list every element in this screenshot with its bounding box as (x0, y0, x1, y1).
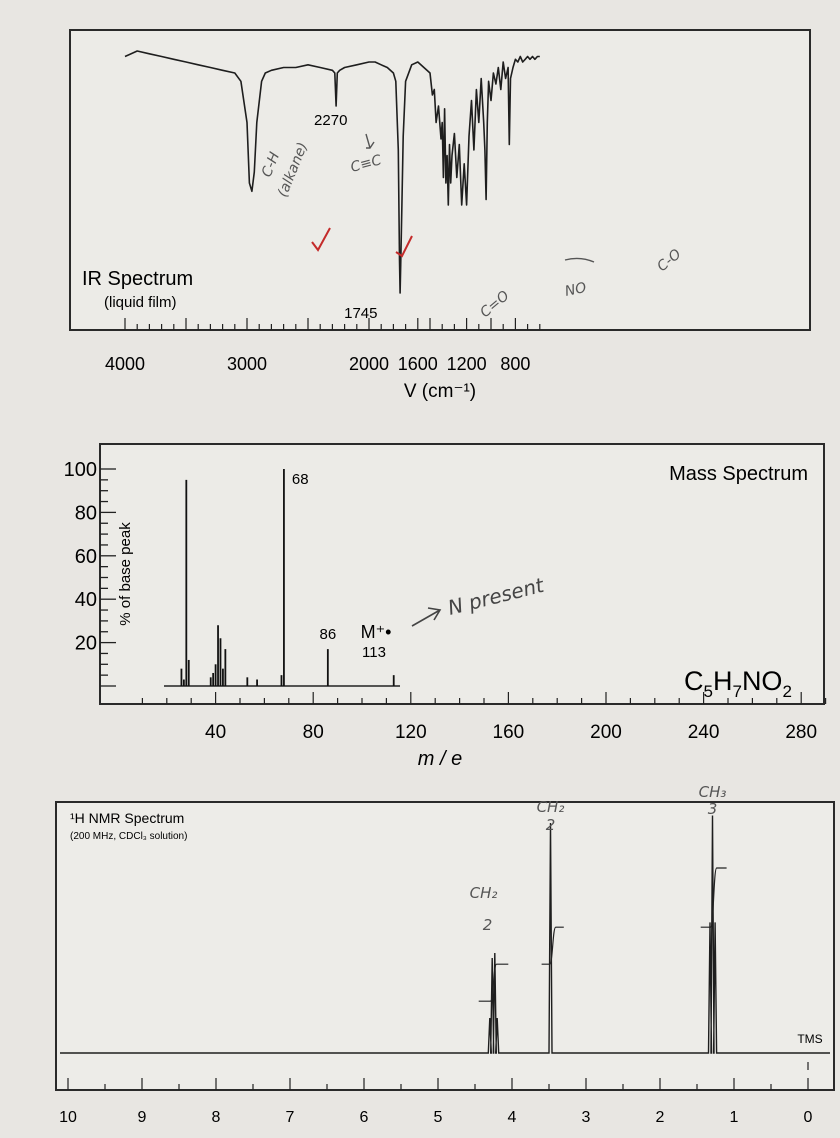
nmr-integration-step-3 (700, 867, 727, 928)
ms-x-tick-label-160: 160 (493, 722, 525, 743)
nmr-label-group-2: CH₂ (537, 798, 565, 816)
ms-arrow (411, 607, 442, 627)
nmr-x-tick-label-4: 4 (508, 1109, 517, 1126)
ir-subtitle: (liquid film) (104, 294, 177, 311)
ms-y-axis: 20 40 60 80 100 (64, 459, 116, 687)
ms-x-tick-label-280: 280 (785, 722, 817, 743)
nmr-x-tick-label-8: 8 (212, 1109, 221, 1126)
ir-x-tick-label-1200: 1200 (447, 354, 487, 374)
nmr-x-tick-label-1: 1 (730, 1109, 739, 1126)
ms-x-tick-label-120: 120 (395, 722, 427, 743)
ir-spectrum-panel: IR Spectrum (liquid film) 2270 1745 4000… (69, 29, 811, 402)
nmr-label-count-2: 2 (546, 816, 556, 834)
ms-x-axis: 40 80 120 160 200 240 280 (141, 692, 827, 743)
ir-spectrum-line (124, 50, 540, 294)
ir-note-triple-bond: C≡C (349, 152, 384, 176)
nmr-label-group-3: CH₃ (699, 783, 727, 801)
nmr-spectrum-panel: ¹H NMR Spectrum (200 MHz, CDCl₃ solution… (55, 783, 835, 1126)
ir-x-tick-label-4000: 4000 (105, 354, 145, 374)
nmr-label-group-1: CH₂ (470, 884, 498, 902)
ir-x-tick-label-800: 800 (500, 354, 530, 374)
nmr-integration-step-1 (478, 963, 509, 1002)
ms-formula: C5H7NO2 (684, 666, 792, 701)
ms-data-label-68: 68 (292, 471, 309, 488)
nmr-integration-steps (478, 867, 727, 1002)
nmr-subtitle: (200 MHz, CDCl₃ solution) (70, 831, 187, 842)
ir-plot-frame (69, 29, 811, 331)
nmr-spectrum-line (60, 815, 830, 1054)
ms-molecular-ion-mz: 113 (362, 644, 386, 661)
nmr-title: ¹H NMR Spectrum (70, 810, 184, 826)
ir-arrow-2270 (365, 133, 375, 149)
ms-y-tick-label-60: 60 (75, 546, 97, 568)
ir-brace-no (564, 257, 595, 263)
nmr-x-tick-label-5: 5 (434, 1109, 443, 1126)
ir-x-axis-label: V (cm⁻¹) (404, 381, 476, 402)
ms-peak-group (180, 469, 395, 686)
ir-x-tick-labels: 4000 3000 2000 1600 1200 800 (105, 354, 530, 374)
ms-x-axis-label: m / e (418, 748, 462, 770)
nmr-x-tick-label-3: 3 (582, 1109, 591, 1126)
ir-note-nitro: NO (564, 280, 588, 300)
ms-x-tick-label-40: 40 (205, 722, 226, 743)
mass-spectrum-panel: 20 40 60 80 100 40 80 120 160 200 240 280 Mass Spe… (64, 443, 827, 770)
ir-annotation-1745: 1745 (344, 305, 377, 322)
ms-y-tick-label-100: 100 (64, 459, 97, 481)
ms-y-tick-label-20: 20 (75, 633, 97, 655)
nmr-x-tick-label-7: 7 (286, 1109, 295, 1126)
nmr-x-tick-label-0: 0 (804, 1109, 813, 1126)
ir-red-check-2 (395, 235, 413, 258)
ms-title: Mass Spectrum (669, 463, 808, 485)
nmr-tms-label: TMS (797, 1032, 822, 1046)
ir-annotation-2270: 2270 (314, 112, 347, 129)
ms-molecular-ion-symbol: M⁺• (361, 622, 392, 642)
nmr-plot-frame (55, 801, 835, 1091)
nmr-x-tick-label-2: 2 (656, 1109, 665, 1126)
ms-x-tick-label-240: 240 (688, 722, 720, 743)
nmr-label-count-3: 3 (708, 800, 718, 818)
nmr-x-tick-label-9: 9 (138, 1109, 147, 1126)
ir-x-tick-label-1600: 1600 (398, 354, 438, 374)
nmr-integration-step-2 (541, 926, 564, 965)
ms-y-tick-label-40: 40 (75, 589, 97, 611)
ir-red-check-1 (311, 227, 331, 252)
ms-x-tick-label-200: 200 (590, 722, 622, 743)
nmr-x-tick-label-10: 10 (59, 1109, 77, 1126)
ms-data-label-86: 86 (319, 626, 336, 643)
ir-x-tick-label-2000: 2000 (349, 354, 389, 374)
ms-x-tick-label-80: 80 (303, 722, 324, 743)
nmr-x-axis: 10 9 8 7 6 5 4 3 2 1 0 (59, 1062, 813, 1126)
ms-y-tick-label-80: 80 (75, 502, 97, 524)
ir-tick-group (124, 318, 541, 330)
nmr-x-tick-label-6: 6 (360, 1109, 369, 1126)
ms-y-axis-label: % of base peak (117, 522, 134, 626)
ir-x-tick-label-3000: 3000 (227, 354, 267, 374)
nmr-label-count-1: 2 (483, 916, 493, 934)
ir-title: IR Spectrum (82, 268, 193, 290)
